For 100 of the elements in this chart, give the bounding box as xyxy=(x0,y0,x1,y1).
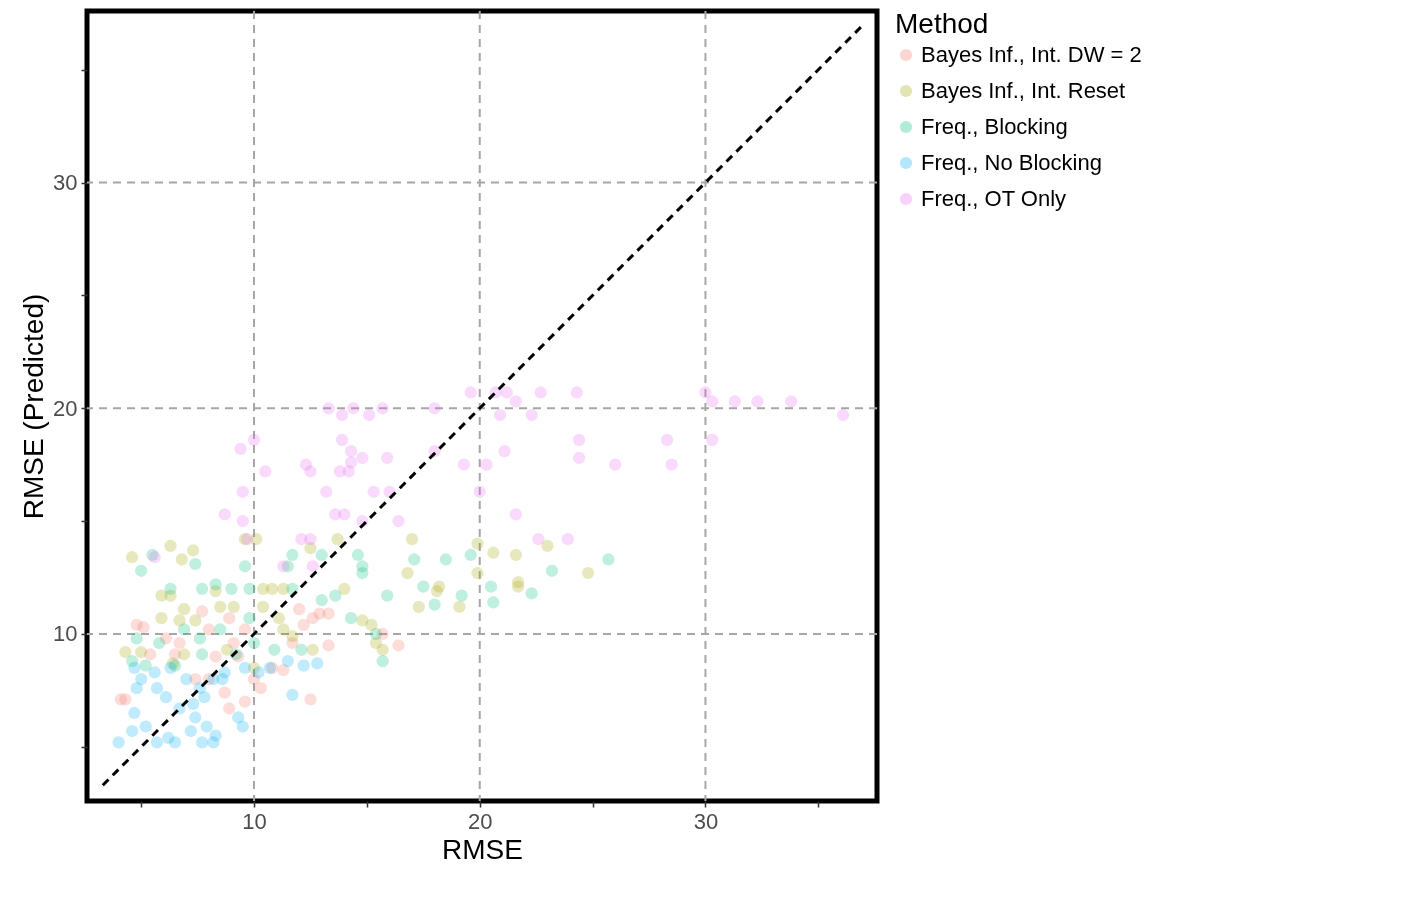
point xyxy=(369,627,383,641)
point xyxy=(315,594,328,607)
point xyxy=(247,636,261,650)
point xyxy=(297,659,310,672)
point xyxy=(430,584,443,598)
point xyxy=(243,612,256,625)
point xyxy=(159,691,173,704)
point xyxy=(137,621,150,634)
point xyxy=(238,695,252,708)
y-tick-label: 20 xyxy=(53,395,78,421)
point xyxy=(277,663,290,677)
point xyxy=(254,682,267,695)
point xyxy=(238,560,252,573)
point xyxy=(417,580,430,593)
x-tick-label: 10 xyxy=(242,808,267,834)
point xyxy=(428,598,441,611)
point xyxy=(306,643,319,656)
point xyxy=(331,533,344,546)
point xyxy=(286,688,299,702)
point xyxy=(223,702,236,715)
y-tick-label: 10 xyxy=(53,621,78,647)
legend-label: Freq., No Blocking xyxy=(921,150,1102,175)
legend-label: Bayes Inf., Int. DW = 2 xyxy=(921,42,1142,67)
point xyxy=(268,643,281,656)
point xyxy=(153,636,166,650)
point xyxy=(392,639,405,652)
point xyxy=(164,539,177,553)
point xyxy=(602,553,615,566)
point xyxy=(376,654,389,668)
point xyxy=(297,618,310,632)
point xyxy=(139,659,152,672)
point xyxy=(177,623,191,636)
point xyxy=(252,666,265,679)
point xyxy=(150,736,164,749)
x-axis-title: RMSE xyxy=(442,833,523,865)
point xyxy=(238,623,252,636)
point xyxy=(195,648,209,661)
point xyxy=(150,682,164,695)
point xyxy=(220,643,234,656)
point xyxy=(184,724,197,738)
point xyxy=(130,632,143,645)
point xyxy=(311,657,324,670)
point xyxy=(177,648,191,661)
point xyxy=(148,666,161,679)
point xyxy=(405,533,419,546)
point xyxy=(376,643,389,656)
point xyxy=(286,630,299,643)
point xyxy=(155,612,168,625)
point xyxy=(243,582,256,595)
point xyxy=(223,612,236,625)
point xyxy=(265,582,279,595)
point xyxy=(484,580,498,593)
point xyxy=(135,673,148,686)
point xyxy=(356,566,369,580)
point xyxy=(401,566,414,580)
point xyxy=(177,603,191,616)
point xyxy=(232,711,245,724)
point xyxy=(511,575,525,589)
point xyxy=(277,623,290,636)
y-axis-title: RMSE (Predicted) xyxy=(18,293,50,520)
point xyxy=(195,736,209,749)
point xyxy=(175,553,188,566)
legend-label: Freq., Blocking xyxy=(921,114,1068,139)
point xyxy=(186,544,200,557)
y-tick-label: 30 xyxy=(53,170,78,196)
point xyxy=(272,612,285,625)
point xyxy=(471,537,484,550)
point xyxy=(214,600,227,613)
point xyxy=(295,643,308,656)
point xyxy=(351,548,364,562)
point xyxy=(139,720,152,733)
point xyxy=(455,589,468,602)
point xyxy=(119,645,132,659)
point xyxy=(344,612,358,625)
point xyxy=(135,645,148,659)
point xyxy=(541,539,554,553)
point xyxy=(256,600,270,613)
point xyxy=(381,589,394,602)
point xyxy=(281,654,295,668)
point xyxy=(189,711,202,724)
point xyxy=(168,736,182,749)
point xyxy=(227,600,240,613)
point xyxy=(126,724,139,738)
point xyxy=(412,600,425,613)
point xyxy=(202,623,216,636)
point xyxy=(453,600,466,613)
point xyxy=(195,582,209,595)
point xyxy=(180,673,193,686)
point xyxy=(126,551,139,564)
point xyxy=(329,589,342,602)
point xyxy=(487,596,500,609)
point xyxy=(164,661,177,674)
legend-title: Method xyxy=(895,8,989,39)
point xyxy=(189,557,202,571)
point xyxy=(218,686,231,699)
point xyxy=(322,607,335,620)
x-tick-label: 20 xyxy=(468,808,493,834)
point xyxy=(209,650,222,663)
point xyxy=(304,693,317,706)
point xyxy=(164,582,177,595)
